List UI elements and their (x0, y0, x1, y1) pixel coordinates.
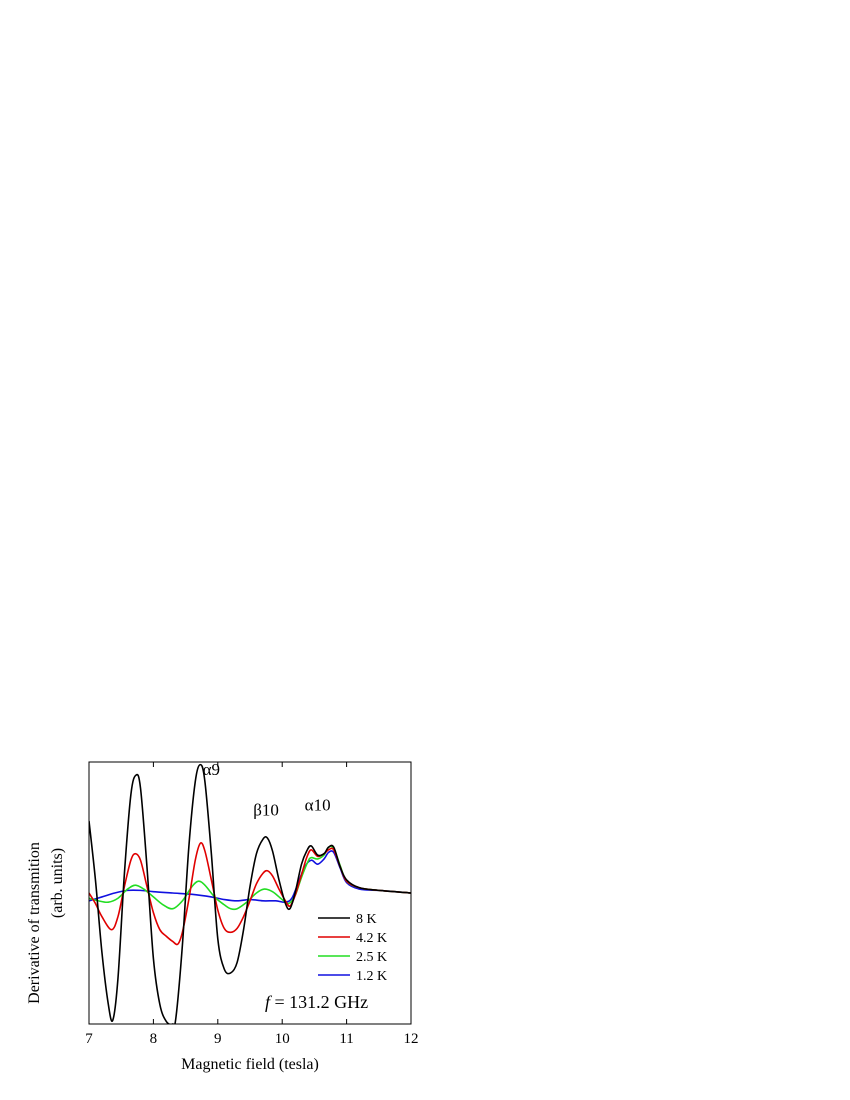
peak-label: β10 (253, 801, 279, 820)
x-tick-label: 10 (275, 1031, 290, 1047)
legend-label: 4.2 K (356, 931, 387, 946)
x-tick-label: 11 (339, 1031, 353, 1047)
x-tick-label: 7 (85, 1031, 93, 1047)
x-tick-label: 8 (150, 1031, 158, 1047)
legend-label: 2.5 K (356, 950, 387, 965)
frequency-variable: f (265, 992, 273, 1012)
series-line-8-k (89, 763, 411, 1024)
series-line-1-2-k (89, 850, 411, 904)
series-layer (89, 763, 411, 1024)
frequency-value: = 131.2 GHz (270, 992, 368, 1012)
peak-label: α10 (305, 795, 331, 814)
legend: 8 K 4.2 K 2.5 K 1.2 K (318, 912, 387, 984)
y-axis-label-line2: (arb. units) (49, 848, 66, 918)
x-tick-label: 12 (404, 1031, 419, 1047)
peak-labels: α9 β10 α10 (203, 760, 331, 820)
x-axis-label: Magnetic field (tesla) (181, 1056, 319, 1073)
legend-label: 8 K (356, 912, 377, 927)
peak-label: α9 (203, 760, 220, 779)
y-axis-label-line1: Derivative of transmition (26, 842, 43, 1004)
series-line-4-2-k (89, 842, 411, 946)
legend-label: 1.2 K (356, 969, 387, 984)
frequency-annotation: f = 131.2 GHz (265, 992, 368, 1012)
x-tick-label: 9 (214, 1031, 222, 1047)
plot-frame (88, 761, 412, 1025)
x-axis-ticks: 7 8 9 10 11 12 (85, 762, 419, 1047)
